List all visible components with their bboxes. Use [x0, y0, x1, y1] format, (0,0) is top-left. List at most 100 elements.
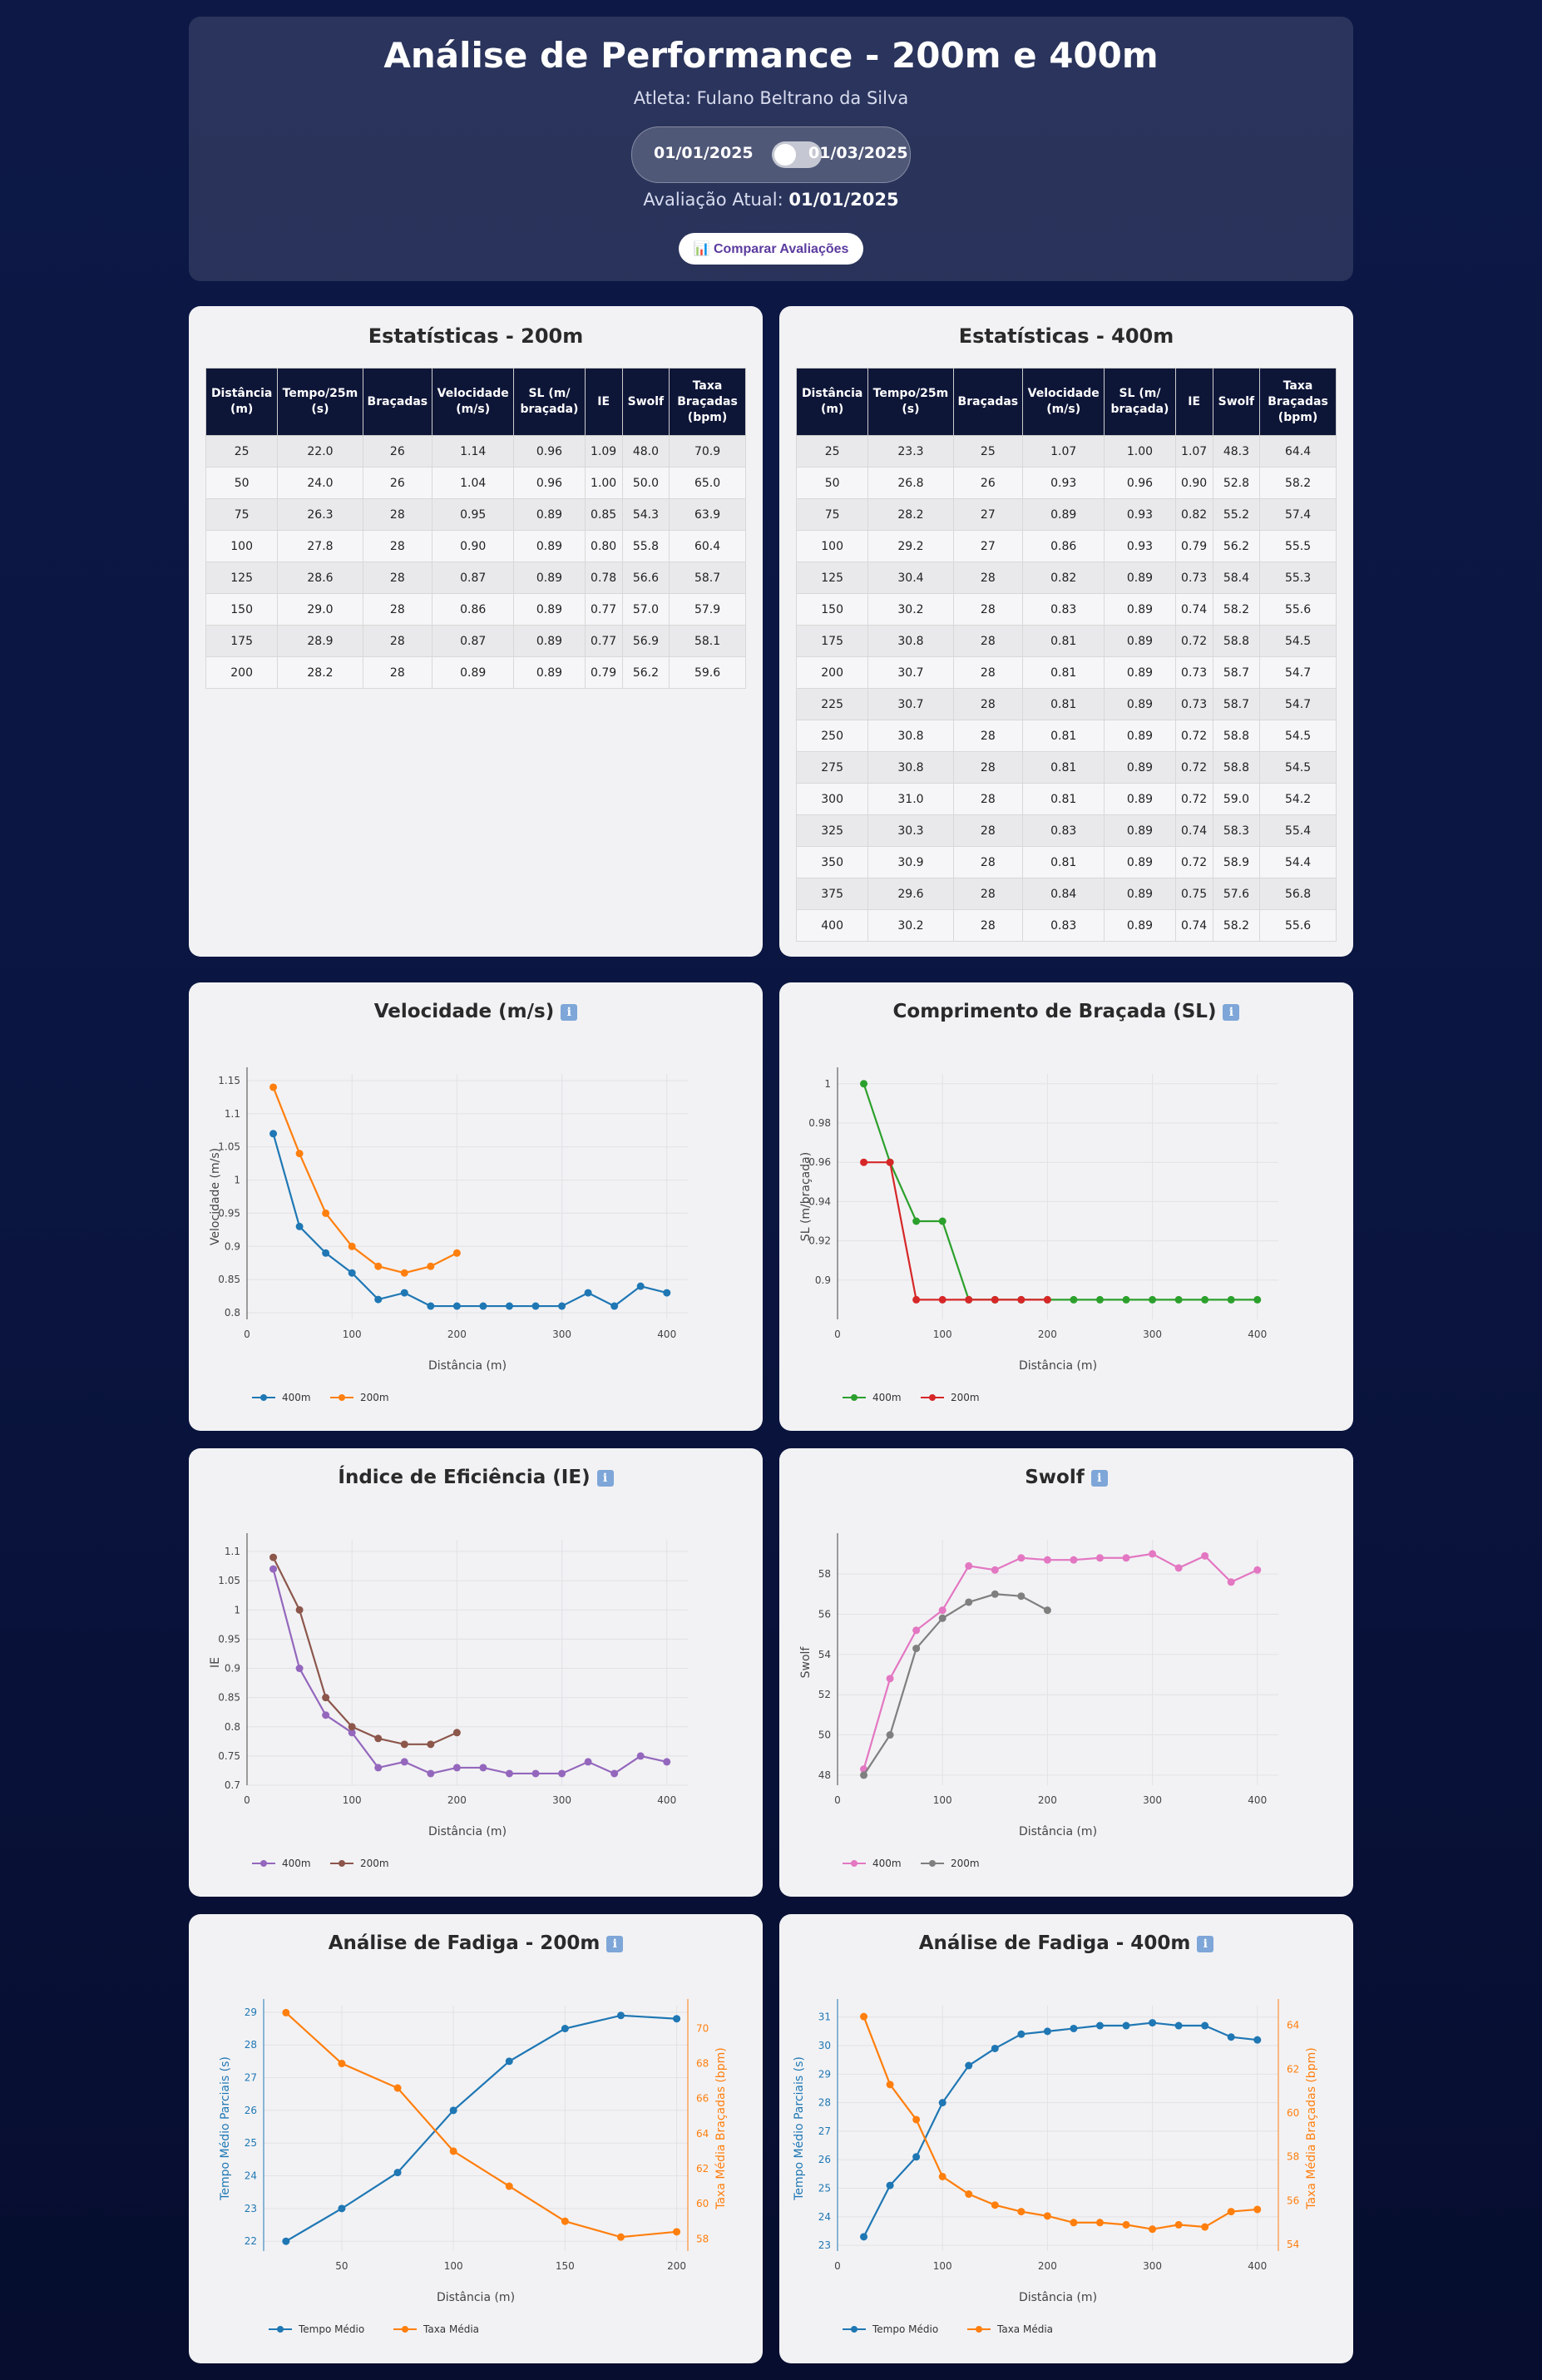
- fatigue-200-chart: 50 100 150 200 22 23 24 25 26 27 28 29 58 60 62 64 66 68 7…: [219, 1999, 728, 2335]
- y-tick-label: 24: [245, 2170, 257, 2182]
- table-row: 300 31.0 28 0.81 0.89 0.72 59.0 54.2: [795, 783, 1337, 815]
- table-cell: 54.5: [1259, 751, 1337, 784]
- y-tick-label: 23: [818, 2239, 831, 2251]
- compare-evaluations-button[interactable]: 📊 Comparar Avaliações: [679, 233, 863, 265]
- data-point: [295, 1222, 304, 1230]
- column-header: Velocidade (m/s): [432, 368, 515, 436]
- table-cell: 0.81: [1022, 720, 1105, 752]
- info-icon[interactable]: i: [1090, 1469, 1108, 1487]
- table-cell: 28: [952, 909, 1024, 942]
- data-point: [400, 1758, 408, 1766]
- table-cell: 0.86: [1022, 530, 1105, 562]
- legend-label: 200m: [360, 1858, 389, 1869]
- table-cell: 58.3: [1212, 814, 1261, 847]
- table-cell: 25: [205, 435, 279, 468]
- velocity-chart-title: Velocidade (m/s): [373, 1001, 555, 1022]
- table-cell: 58.7: [1212, 688, 1261, 720]
- data-point: [561, 2025, 569, 2033]
- table-cell: 55.5: [1259, 530, 1337, 562]
- data-point: [295, 1665, 304, 1673]
- data-point: [1227, 1295, 1235, 1304]
- x-axis-title: Distância (m): [1019, 1359, 1097, 1373]
- table-cell: 65.0: [669, 467, 746, 499]
- x-tick-label: 100: [933, 1329, 952, 1340]
- table-cell: 0.79: [584, 656, 623, 689]
- data-point: [427, 1769, 435, 1778]
- data-point: [1043, 1295, 1051, 1304]
- y2-tick-label: 54: [1287, 2239, 1299, 2250]
- data-point: [1253, 1566, 1262, 1574]
- y-tick-label: 0.98: [808, 1117, 831, 1129]
- info-icon[interactable]: i: [596, 1469, 614, 1487]
- y-tick-label: 0.9: [815, 1274, 831, 1286]
- legend-swatch-marker: [260, 1860, 267, 1867]
- table-cell: 0.89: [1104, 593, 1176, 626]
- data-point: [505, 1769, 513, 1778]
- table-cell: 400: [795, 909, 869, 942]
- table-cell: 0.89: [1104, 751, 1176, 784]
- data-point: [938, 1614, 946, 1622]
- data-point: [393, 2169, 402, 2177]
- table-cell: 0.89: [513, 530, 586, 562]
- data-point: [912, 2115, 921, 2124]
- table-row: 150 30.2 28 0.83 0.89 0.74 58.2 55.6: [795, 593, 1337, 626]
- table-row: 350 30.9 28 0.81 0.89 0.72 58.9 54.4: [795, 846, 1337, 878]
- column-header: Braçadas: [952, 368, 1024, 436]
- legend-label: 200m: [951, 1392, 980, 1403]
- data-point: [374, 1764, 383, 1772]
- data-point: [1227, 2033, 1235, 2041]
- data-point: [558, 1769, 566, 1778]
- y-tick-label: 0.8: [225, 1721, 240, 1733]
- table-cell: 50: [795, 467, 869, 499]
- y2-tick-label: 64: [1287, 2020, 1299, 2031]
- table-cell: 50: [205, 467, 279, 499]
- y2-tick-label: 60: [1287, 2107, 1299, 2119]
- x-tick-label: 100: [933, 2260, 952, 2272]
- table-cell: 200: [205, 656, 279, 689]
- info-icon[interactable]: i: [1223, 1003, 1240, 1021]
- y2-tick-label: 60: [696, 2198, 709, 2209]
- x-tick-label: 400: [1248, 1329, 1267, 1340]
- data-point: [912, 1645, 921, 1653]
- x-tick-label: 200: [1038, 2260, 1057, 2272]
- column-header: Swolf: [621, 368, 670, 436]
- y2-axis-title: Taxa Média Braçadas (bpm): [714, 2047, 728, 2209]
- table-cell: 28: [952, 625, 1024, 657]
- data-point: [1017, 1554, 1026, 1562]
- legend-swatch-marker: [402, 2326, 408, 2333]
- evaluation-toggle-switch[interactable]: [772, 141, 822, 168]
- table-cell: 0.89: [1104, 625, 1176, 657]
- y-axis-title: SL (m/braçada): [799, 1152, 813, 1241]
- table-cell: 1.07: [1022, 435, 1105, 468]
- legend-swatch-marker: [851, 2326, 857, 2333]
- column-header: Distância (m): [205, 368, 279, 436]
- table-cell: 25: [795, 435, 869, 468]
- data-point: [295, 1150, 304, 1158]
- x-tick-label: 400: [657, 1329, 676, 1340]
- y-tick-label: 50: [818, 1729, 831, 1741]
- data-point: [269, 1130, 278, 1138]
- table-cell: 30.4: [867, 562, 954, 594]
- y-tick-label: 25: [818, 2183, 831, 2194]
- series-line: [272, 1133, 668, 1308]
- info-icon[interactable]: i: [561, 1003, 578, 1021]
- data-point: [1174, 1295, 1183, 1304]
- data-point: [1070, 1556, 1078, 1564]
- fatigue-400-chart-card: Análise de Fadiga - 400m i 0 100 200 300 400 2…: [779, 1914, 1353, 2363]
- data-point: [1070, 2024, 1078, 2032]
- table-cell: 54.7: [1259, 688, 1337, 720]
- data-point: [427, 1740, 435, 1749]
- data-point: [1227, 2208, 1235, 2216]
- legend-label: Taxa Média: [996, 2323, 1053, 2335]
- table-cell: 30.7: [867, 688, 954, 720]
- data-point: [938, 2099, 946, 2107]
- x-tick-label: 100: [444, 2260, 463, 2272]
- data-point: [282, 2237, 290, 2245]
- table-cell: 200: [795, 656, 869, 689]
- info-icon[interactable]: i: [606, 1935, 624, 1952]
- data-point: [1174, 2220, 1183, 2229]
- y2-tick-label: 62: [1287, 2063, 1299, 2075]
- data-point: [1201, 2223, 1209, 2231]
- info-icon[interactable]: i: [1197, 1935, 1214, 1952]
- y-tick-label: 0.9: [225, 1663, 240, 1675]
